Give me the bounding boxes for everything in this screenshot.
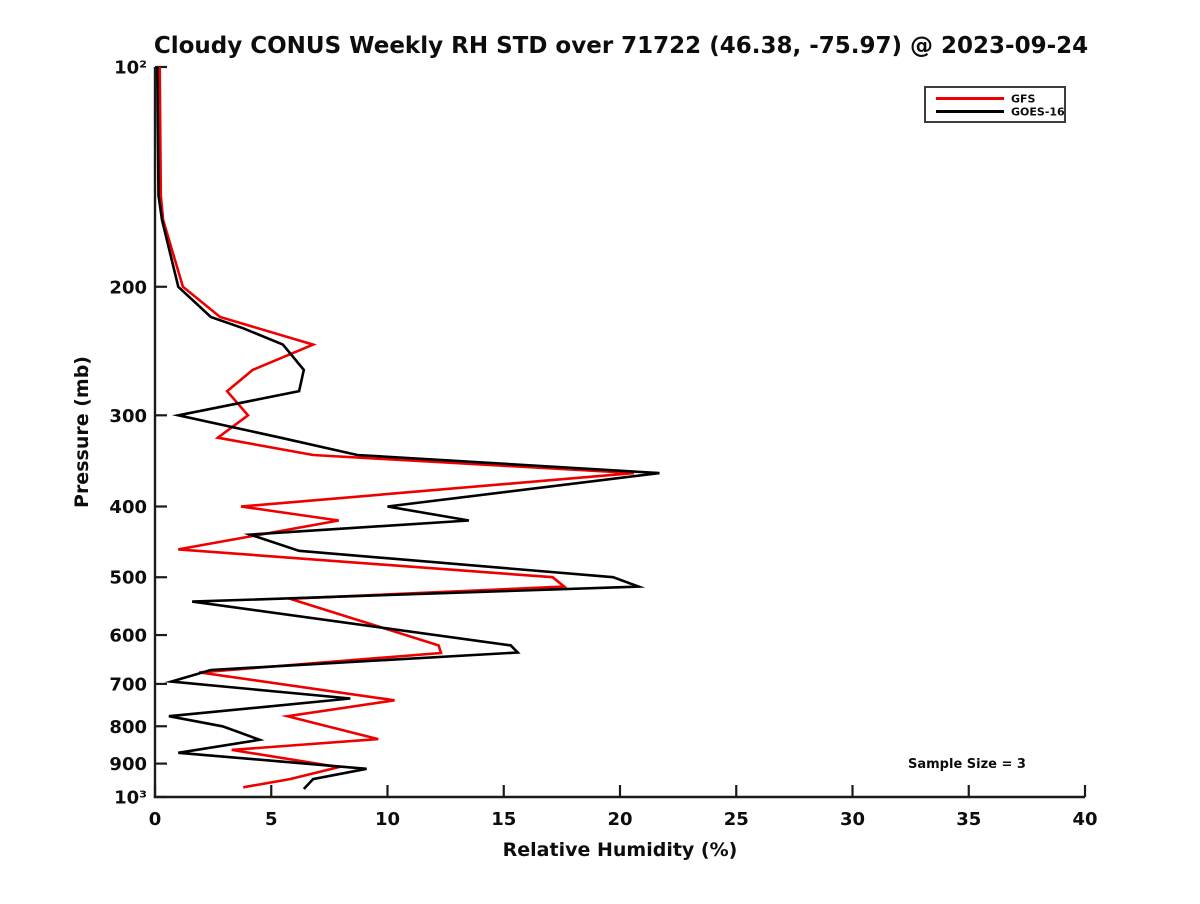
y-axis-title: Pressure (mb) [71, 356, 93, 508]
chart-title: Cloudy CONUS Weekly RH STD over 71722 (4… [154, 33, 1088, 59]
legend-box [924, 86, 1066, 123]
legend-gfs-label: GFS [1011, 93, 1036, 106]
sample-size-annotation: Sample Size = 3 [908, 757, 1026, 772]
y-tick-label: 10² [114, 58, 147, 79]
y-tick-label: 10³ [114, 788, 147, 809]
legend-goes16-label: GOES-16 [1011, 106, 1065, 119]
y-tick-label: 800 [109, 717, 147, 738]
y-tick-label: 900 [109, 754, 147, 775]
x-tick-label: 5 [265, 809, 278, 830]
y-tick-label: 500 [109, 568, 147, 589]
series-lines [156, 66, 660, 790]
x-tick-label: 15 [491, 809, 516, 830]
x-tick-label: 40 [1072, 809, 1097, 830]
axes: 0 5 10 15 20 25 30 35 40 10² 200 300 400 500 600 700 800… [109, 58, 1097, 831]
x-tick-label: 25 [724, 809, 749, 830]
legend: GFS GOES-16 [924, 86, 1066, 123]
y-tick-label: 400 [109, 497, 147, 518]
x-tick-label: 20 [607, 809, 632, 830]
x-tick-label: 30 [840, 809, 865, 830]
goes16-line [156, 66, 660, 790]
x-axis-title: Relative Humidity (%) [503, 839, 738, 861]
x-tick-label: 10 [375, 809, 400, 830]
x-tick-label: 35 [956, 809, 981, 830]
y-tick-label: 700 [109, 674, 147, 695]
y-tick-label: 300 [109, 406, 147, 427]
x-tick-label: 0 [149, 809, 162, 830]
y-tick-label: 200 [109, 277, 147, 298]
y-tick-label: 600 [109, 626, 147, 647]
